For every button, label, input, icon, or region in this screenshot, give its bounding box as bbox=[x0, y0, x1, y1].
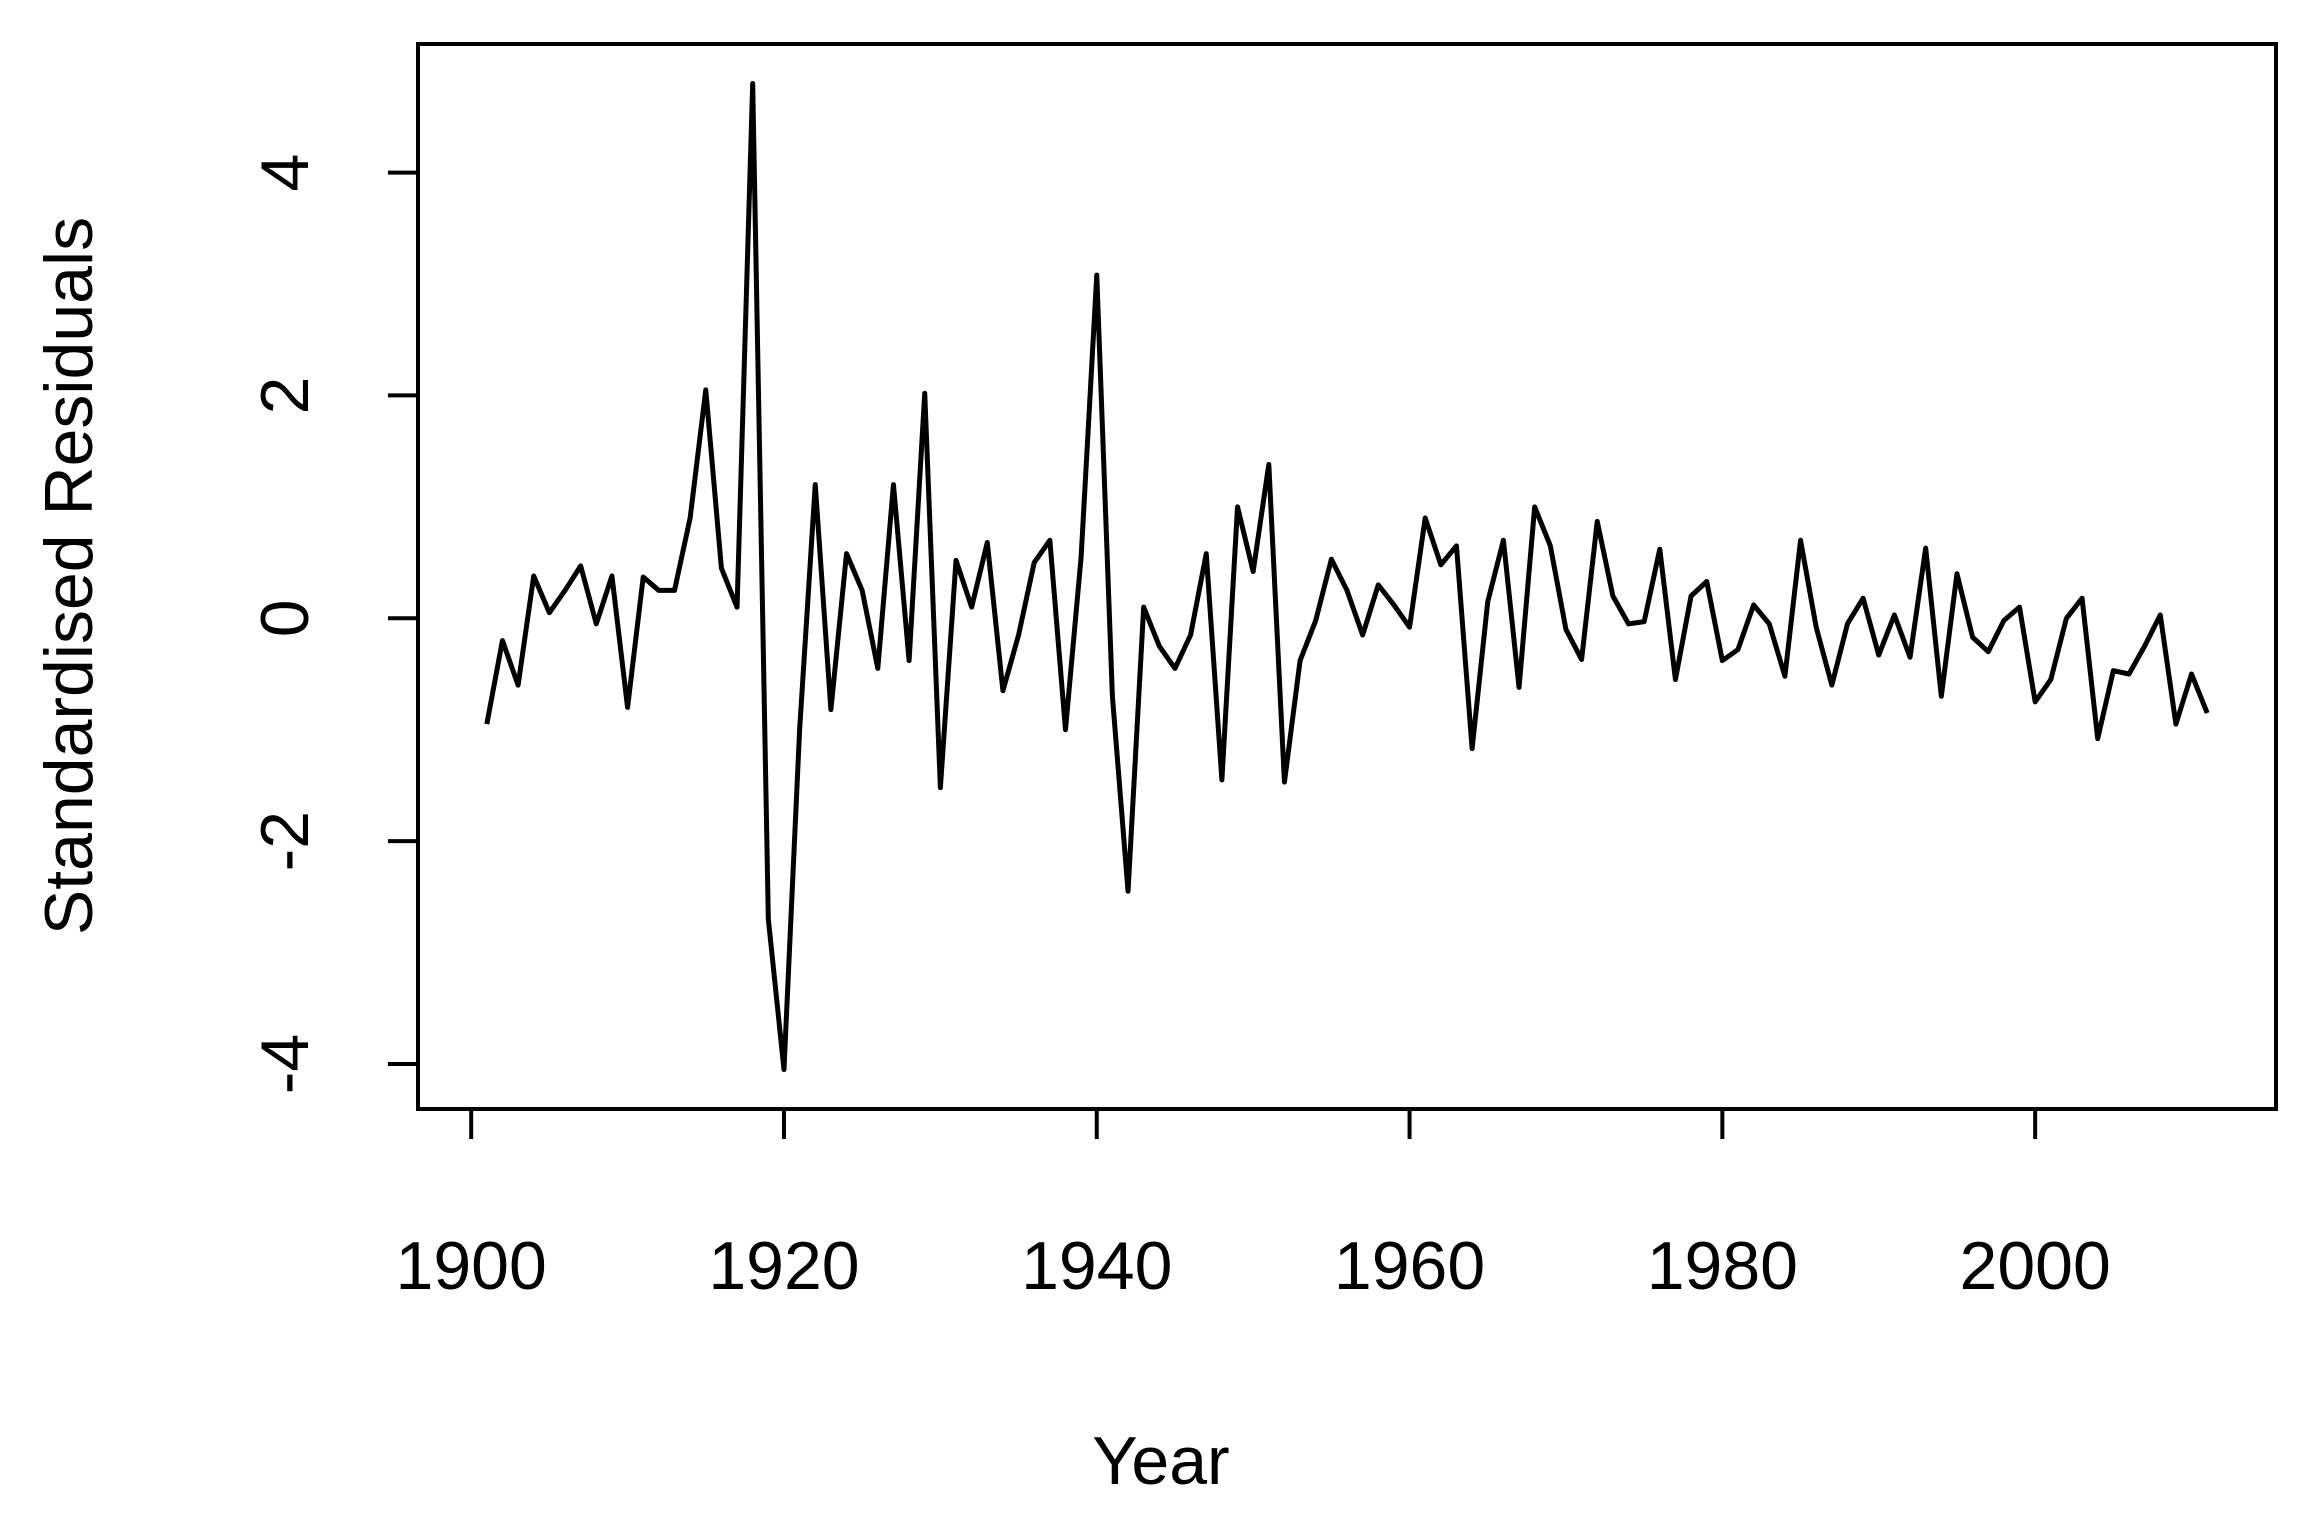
y-tick-label: 2 bbox=[247, 377, 323, 415]
y-tick-label: -2 bbox=[247, 811, 323, 871]
y-tick-label: 4 bbox=[247, 154, 323, 192]
x-tick-label: 1900 bbox=[396, 1228, 547, 1304]
y-tick-label: 0 bbox=[247, 599, 323, 637]
plot-frame bbox=[416, 42, 2278, 1111]
x-axis-title: Year bbox=[1092, 1423, 1229, 1499]
y-tick-label: -4 bbox=[247, 1034, 323, 1094]
data-line bbox=[484, 80, 2210, 1073]
x-tick-label: 1960 bbox=[1334, 1228, 1485, 1304]
x-tick-label: 1980 bbox=[1647, 1228, 1798, 1304]
x-tick-label: 1920 bbox=[708, 1228, 859, 1304]
y-axis-title: Standardised Residuals bbox=[31, 217, 107, 935]
x-tick-label: 1940 bbox=[1021, 1228, 1172, 1304]
x-tick-label: 2000 bbox=[1960, 1228, 2111, 1304]
